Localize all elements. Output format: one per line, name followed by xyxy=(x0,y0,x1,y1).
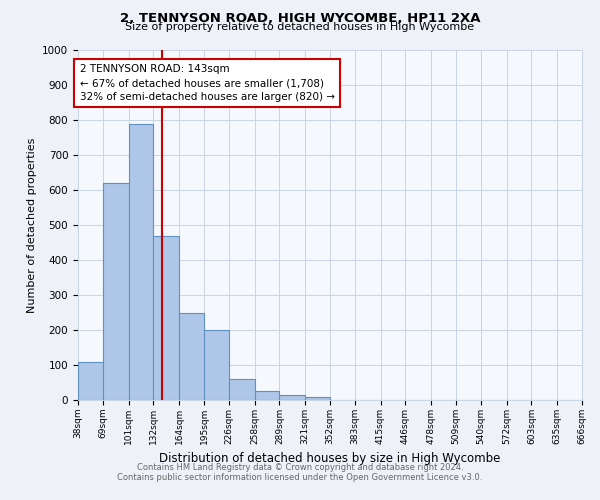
Bar xyxy=(154,236,179,400)
Bar xyxy=(204,330,229,400)
Bar xyxy=(179,312,204,400)
X-axis label: Distribution of detached houses by size in High Wycombe: Distribution of detached houses by size … xyxy=(160,452,500,466)
Y-axis label: Number of detached properties: Number of detached properties xyxy=(26,138,37,312)
Bar xyxy=(280,395,305,400)
Bar xyxy=(78,362,103,400)
Bar xyxy=(305,396,330,400)
Text: 2 TENNYSON ROAD: 143sqm
← 67% of detached houses are smaller (1,708)
32% of semi: 2 TENNYSON ROAD: 143sqm ← 67% of detache… xyxy=(80,64,335,102)
Bar xyxy=(128,124,154,400)
Text: Contains HM Land Registry data © Crown copyright and database right 2024.: Contains HM Land Registry data © Crown c… xyxy=(137,464,463,472)
Bar xyxy=(103,183,128,400)
Bar xyxy=(229,379,254,400)
Text: Size of property relative to detached houses in High Wycombe: Size of property relative to detached ho… xyxy=(125,22,475,32)
Bar xyxy=(254,391,280,400)
Text: Contains public sector information licensed under the Open Government Licence v3: Contains public sector information licen… xyxy=(118,474,482,482)
Text: 2, TENNYSON ROAD, HIGH WYCOMBE, HP11 2XA: 2, TENNYSON ROAD, HIGH WYCOMBE, HP11 2XA xyxy=(120,12,480,26)
